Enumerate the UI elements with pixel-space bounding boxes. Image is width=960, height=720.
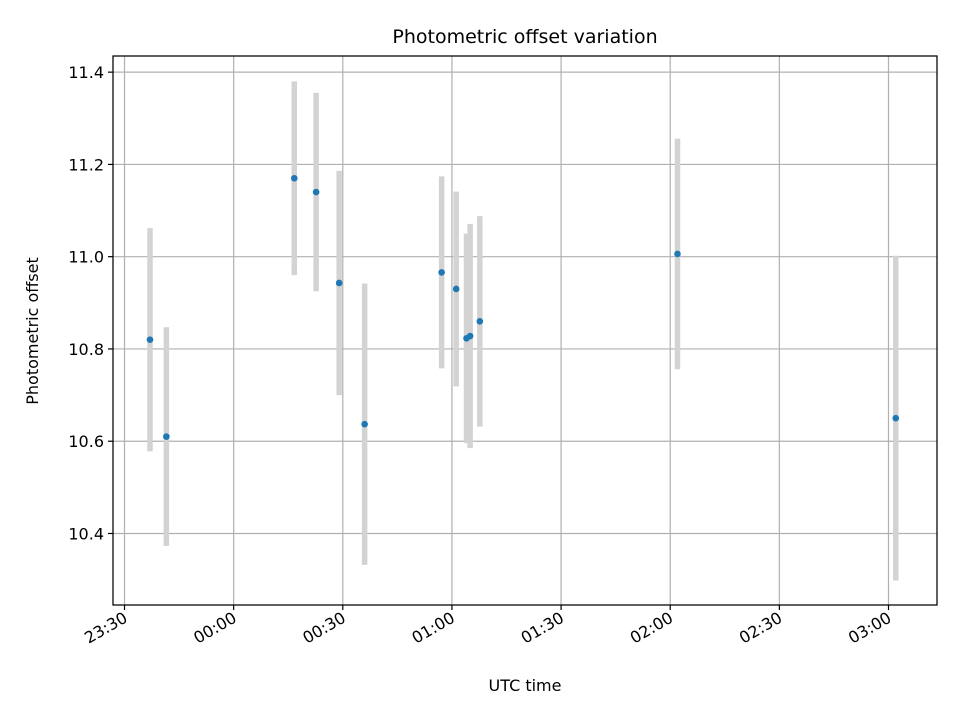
data-point	[674, 250, 681, 258]
grid	[113, 56, 937, 605]
y-tick-label: 11.4	[68, 63, 104, 82]
plot-area-frame	[112, 55, 938, 606]
data-point	[438, 269, 445, 276]
chart-title: Photometric offset variation	[392, 26, 657, 48]
data-point	[335, 279, 343, 287]
y-tick-label: 10.4	[68, 524, 104, 543]
y-tick-label: 11.2	[68, 155, 104, 174]
y-tick-label: 10.8	[68, 340, 104, 359]
data-point	[361, 420, 368, 428]
data-point	[892, 414, 900, 422]
y-tick-label: 11.0	[68, 248, 104, 267]
x-axis-label: UTC time	[489, 676, 562, 695]
data-point	[312, 188, 320, 196]
data-point	[466, 332, 474, 340]
data-point	[290, 174, 298, 182]
y-tick-label: 10.6	[68, 432, 104, 451]
data-points	[146, 174, 900, 440]
data-point	[452, 285, 460, 293]
y-axis-ticks: 10.4 10.6 10.8 11.0 11.2 11.4	[68, 63, 113, 543]
data-point	[163, 433, 170, 440]
data-point	[476, 317, 484, 325]
data-point	[146, 336, 154, 344]
y-axis-label: Photometric offset	[23, 257, 42, 405]
